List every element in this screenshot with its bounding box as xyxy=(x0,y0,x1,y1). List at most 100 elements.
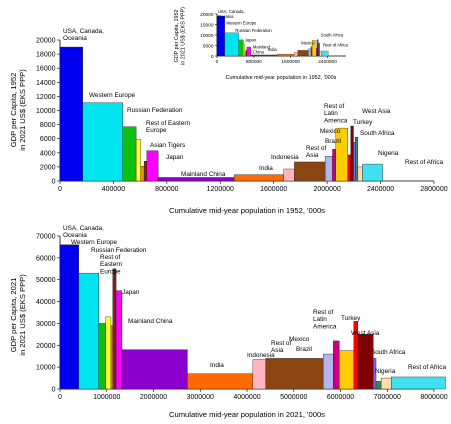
bar-label-russian-federation: Russian Federation xyxy=(127,107,183,114)
bar-label-usa-canada-oceania: USA, Canada, Oceania xyxy=(63,28,104,42)
inset-bar xyxy=(316,48,318,57)
bar-rest-of-asia xyxy=(265,358,324,390)
chart-2021: 0 1000000 2000000 3000000 4000000 5000000 6000… xyxy=(9,225,448,419)
inset-label: Mainland China xyxy=(253,45,271,55)
bar-south-africa xyxy=(373,358,377,390)
bar-label-rest-of-africa: Rest of Africa xyxy=(408,364,446,371)
inset-bar xyxy=(294,52,298,57)
bar-usa-canada-oceania xyxy=(59,46,83,182)
bar-label-south-africa: South Africa xyxy=(360,130,395,137)
bar-label-brazil: Brazil xyxy=(325,138,341,145)
bar-label-india: India xyxy=(259,165,273,172)
y-tick-label: 20000 xyxy=(36,38,56,45)
bar-indonesia xyxy=(252,359,266,390)
x-tick-label: 800000 xyxy=(155,186,178,193)
y-tick-label: 60000 xyxy=(36,255,56,262)
bar-rest-of-latin-america xyxy=(339,350,355,390)
bar-india xyxy=(234,174,284,182)
inset-bar xyxy=(238,39,244,57)
inset-bar xyxy=(297,50,309,57)
bar-label-nigeria: Nigeria xyxy=(378,150,399,157)
x-tick-label: 4000000 xyxy=(233,394,260,401)
x-tick-label: 1200000 xyxy=(207,186,234,193)
bar-mexico xyxy=(332,149,337,182)
x-tick-label: 1600000 xyxy=(260,186,287,193)
bar-label-japan: Japan xyxy=(166,154,184,161)
inset-label: USA, Canada, Oceania xyxy=(218,9,245,19)
bar-label-rest-of-asia: Rest of Asia xyxy=(306,145,326,159)
x-tick-label: 2800000 xyxy=(420,186,447,193)
bar-label-india: India xyxy=(210,362,224,369)
bar-unlabeled xyxy=(140,165,145,182)
bar-rest-of-africa xyxy=(362,163,383,182)
x-tick-label: 0 xyxy=(58,394,62,401)
bar-west-asia xyxy=(357,334,374,390)
bar-label-rest-of-latin-america: Rest of Latin America xyxy=(313,309,337,330)
bar-japan xyxy=(115,290,123,390)
y-tick-label: 15000 xyxy=(200,22,214,28)
x-tick-label: 2400000 xyxy=(318,59,337,65)
y-tick-label: 40000 xyxy=(36,299,56,306)
x-tick-label: 3000000 xyxy=(187,394,214,401)
bar-label-mexico: Mexico xyxy=(320,128,341,135)
inset-bar xyxy=(250,54,278,57)
bar-japan xyxy=(146,150,159,182)
y-tick-label: 6000 xyxy=(40,136,56,143)
inset-bar xyxy=(317,39,319,57)
inset-bar xyxy=(319,51,322,57)
x-tick-label: 400000 xyxy=(102,186,125,193)
x-axis-title: Cumulative mid-year population in 2021, … xyxy=(169,410,325,419)
bar-label-asian-tigers: Asian Tigers xyxy=(150,142,185,149)
inset-label: Russian Federation xyxy=(235,28,272,33)
inset-x-axis-title: Cumulative mid-year population in 1952, … xyxy=(226,75,337,81)
bar-rest-of-eastern-europe xyxy=(135,139,142,182)
bar-rest-of-latin-america xyxy=(335,127,349,182)
inset-bar xyxy=(243,43,245,57)
inset-bar xyxy=(310,46,313,57)
bar-label-indonesia: Indonesia xyxy=(247,352,275,359)
x-tick-label: 0 xyxy=(58,186,62,193)
inset-label: India xyxy=(268,47,278,52)
inset-label: Western Europe xyxy=(226,21,257,26)
bar-unlabeled xyxy=(354,137,359,182)
bar-label-russian-federation: Russian Federation xyxy=(91,247,147,254)
bar-label-mainland-china: Mainland China xyxy=(128,318,173,325)
bar-rest-of-eastern-europe xyxy=(105,316,112,390)
bar-unlabeled xyxy=(112,268,117,390)
y-tick-label: 0 xyxy=(52,179,56,186)
y-tick-label: 5000 xyxy=(203,43,214,49)
y-tick-label: 10000 xyxy=(36,365,56,372)
bar-label-rest-of-eastern-europe: Rest of Eastern Europe xyxy=(146,120,190,134)
y-tick-label: 10000 xyxy=(36,108,56,115)
bar-label-rest-of-eastern-europe: Rest of Eastern Europe xyxy=(100,254,122,275)
y-axis-title: GDP per Capita, 1952in 2021 US$ (EKS PPP… xyxy=(9,69,27,151)
bar-mexico xyxy=(333,340,340,390)
bar-usa-canada-oceania xyxy=(59,244,79,390)
y-tick-label: 70000 xyxy=(36,234,56,241)
bar-turkey xyxy=(347,154,351,182)
chart-1952: 0 400000 800000 1200000 1600000 2000000 240000… xyxy=(9,28,448,215)
x-tick-label: 0 xyxy=(216,59,219,65)
bar-nigeria xyxy=(380,377,392,390)
x-tick-label: 7000000 xyxy=(374,394,401,401)
bar-asian-tigers xyxy=(143,161,148,182)
inset-bar xyxy=(321,50,329,57)
y-tick-label: 30000 xyxy=(36,321,56,328)
bar-label-mexico: Mexico xyxy=(289,336,310,343)
bar-label-turkey: Turkey xyxy=(353,119,373,126)
bar-label-rest-of-asia: Rest of Asia xyxy=(271,340,291,354)
bar-brazil xyxy=(324,156,333,182)
bar-western-europe xyxy=(82,102,123,182)
bar-label-rest-of-latin-america: Rest of Latin America xyxy=(324,103,348,124)
x-axis-title: Cumulative mid-year population in 1952, … xyxy=(169,206,325,215)
bar-russian-federation xyxy=(122,126,137,182)
bar-nigeria xyxy=(357,166,363,182)
inset-bar xyxy=(308,48,312,57)
y-tick-label: 20000 xyxy=(36,343,56,350)
y-tick-label: 14000 xyxy=(36,80,56,87)
bar-label-turkey: Turkey xyxy=(341,315,361,322)
bar-label-brazil: Brazil xyxy=(296,346,312,353)
bar-label-usa-canada-oceania: USA, Canada, Oceania xyxy=(63,225,104,239)
x-tick-label: 6000000 xyxy=(327,394,354,401)
x-tick-label: 5000000 xyxy=(280,394,307,401)
